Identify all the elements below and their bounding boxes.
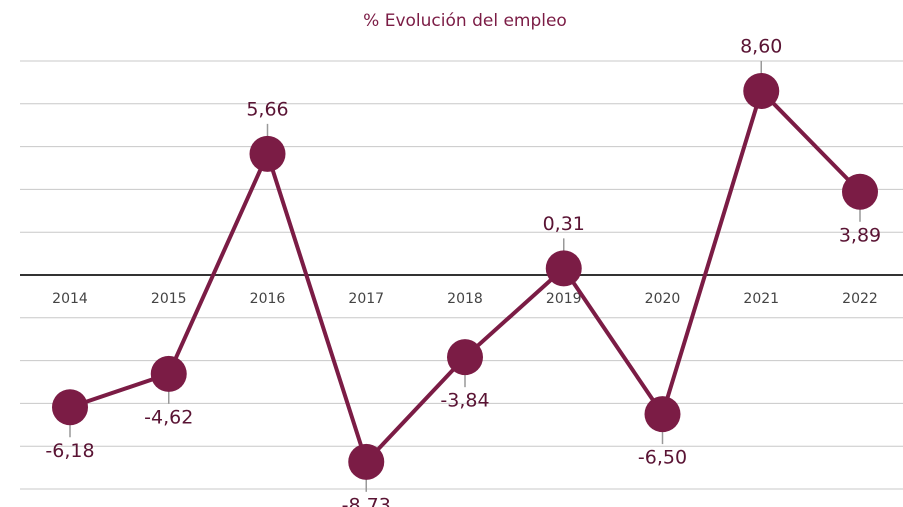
chart-title: % Evolución del empleo [363, 11, 567, 31]
data-label: 5,66 [246, 98, 288, 120]
marker [52, 389, 88, 426]
x-tick-label: 2021 [743, 291, 779, 307]
data-label: 8,60 [740, 35, 782, 57]
marker [150, 355, 187, 392]
data-label: 0,31 [543, 213, 585, 235]
x-tick-label: 2019 [546, 291, 582, 307]
marker [545, 250, 582, 287]
x-tick-label: 2022 [842, 291, 878, 307]
x-tick-label: 2015 [151, 291, 187, 307]
x-tick-label: 2017 [348, 291, 384, 307]
data-label: -8,73 [342, 494, 391, 507]
data-label: -3,84 [440, 390, 489, 412]
x-tick-label: 2016 [250, 291, 286, 307]
x-tick-label: 2014 [52, 291, 88, 307]
data-label: -4,62 [144, 406, 193, 428]
x-tick-label: 2020 [645, 291, 681, 307]
x-tick-label: 2018 [447, 291, 483, 307]
data-label: -6,18 [45, 440, 94, 462]
data-label: -6,50 [638, 447, 687, 469]
data-label: 3,89 [839, 224, 881, 246]
marker [743, 72, 780, 109]
marker [447, 339, 483, 376]
marker [644, 396, 681, 433]
marker [842, 173, 878, 210]
marker [249, 135, 286, 172]
marker [348, 443, 385, 480]
